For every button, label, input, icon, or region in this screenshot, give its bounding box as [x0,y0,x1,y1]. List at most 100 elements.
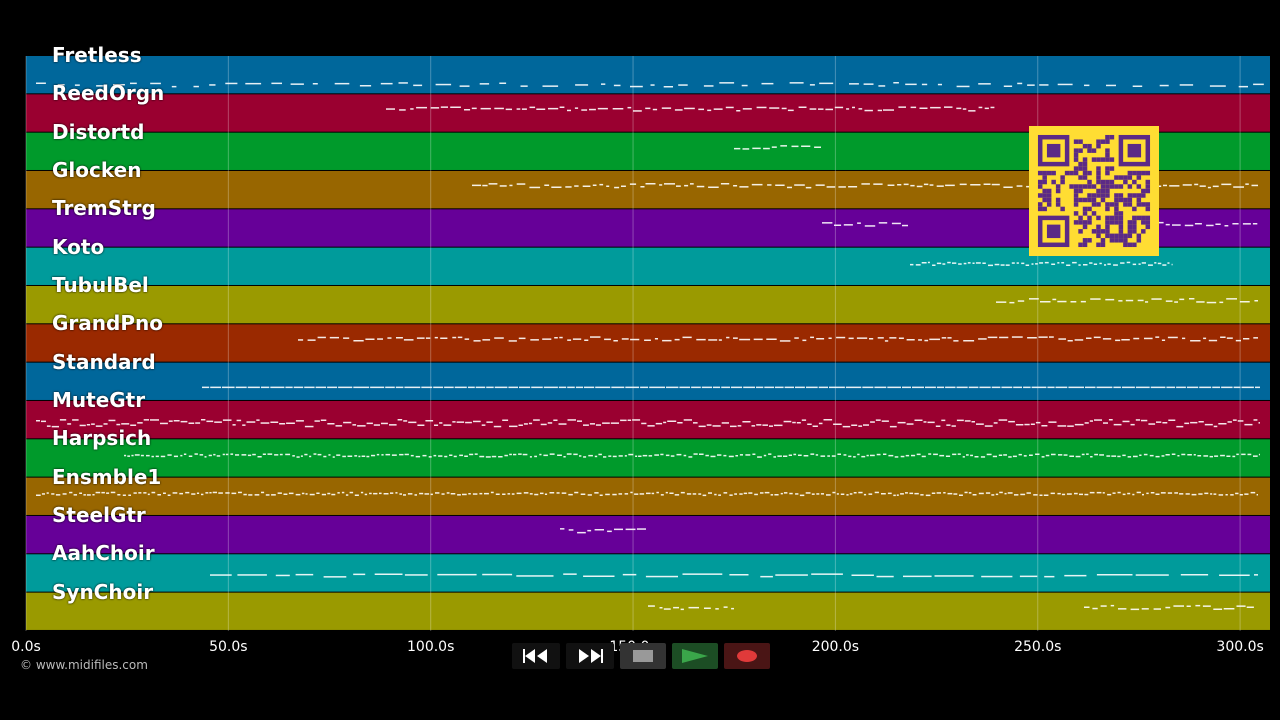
note-mark [945,455,951,457]
qr-module [1073,197,1079,203]
note-mark [516,492,522,495]
note-mark [688,606,699,609]
note-mark [1218,423,1227,425]
note-mark [1044,261,1049,264]
note-mark [147,493,150,496]
qr-module [1114,238,1119,243]
note-mark [46,425,51,427]
rewind-button[interactable] [512,643,560,669]
note-mark [230,453,234,455]
note-mark [870,421,875,423]
note-mark [247,454,252,457]
note-mark [1162,264,1167,266]
note-mark [1223,608,1235,610]
note-mark [1089,262,1093,264]
qr-module [1132,215,1137,221]
qr-module [1082,143,1088,149]
note-mark [1215,223,1221,225]
note-mark [925,386,936,389]
note-mark [896,494,899,496]
note-mark [679,386,691,389]
note-mark [783,420,792,423]
note-mark [639,493,645,495]
note-mark [945,386,956,389]
qr-module [1141,188,1146,194]
qr-module [1145,179,1151,185]
note-mark [663,86,673,88]
note-mark [612,455,617,458]
note-mark [1120,262,1125,264]
note-mark [434,424,439,426]
note-mark [371,454,376,457]
note-mark [459,454,463,457]
note-mark [902,386,911,389]
qr-module [1091,157,1097,162]
stop-icon [633,650,653,662]
note-mark [529,186,541,189]
qr-module [1100,184,1106,189]
note-mark [91,423,95,425]
qr-module [1109,184,1115,189]
note-mark [1017,82,1023,85]
note-mark [454,386,467,389]
note-mark [213,453,216,456]
qr-module [1046,188,1052,194]
note-mark [962,108,967,110]
note-mark [1153,608,1161,610]
note-mark [51,425,59,428]
note-mark [327,386,338,389]
note-mark [1003,186,1013,188]
qr-module [1118,229,1124,234]
note-mark [252,453,256,456]
note-mark [1058,454,1063,456]
note-mark [933,453,938,456]
note-mark [1106,455,1111,457]
note-mark [680,608,684,611]
note-mark [317,336,326,339]
note-mark [902,224,908,227]
note-mark [172,492,178,494]
note-mark [275,574,290,577]
note-mark [1158,185,1162,187]
note-mark [116,423,121,426]
track-lane [26,439,1270,477]
qr-module [1082,197,1088,203]
note-mark [818,108,824,110]
note-mark [963,340,975,342]
note-mark [389,424,397,426]
fast-forward-button[interactable] [566,643,614,669]
qr-module [1123,175,1128,180]
note-mark [1093,263,1098,265]
note-mark [167,494,171,496]
note-mark [398,82,408,84]
qr-module [1055,202,1061,207]
record-button[interactable] [724,643,770,669]
note-mark [41,420,46,423]
note-mark [494,337,504,339]
note-mark [1063,454,1068,456]
qr-module [1141,229,1146,234]
note-mark [1122,454,1126,457]
note-mark [465,421,472,424]
note-mark [298,339,304,341]
note-mark [1111,455,1117,457]
note-mark [1012,455,1017,458]
note-mark [1203,337,1207,340]
play-button[interactable] [672,643,718,669]
note-mark [1141,608,1149,610]
track-lane [26,554,1270,592]
note-mark [1162,422,1168,424]
note-mark [751,183,763,186]
note-mark [238,491,242,494]
note-mark [991,183,1000,186]
qr-module [1096,166,1101,171]
note-mark [452,336,457,339]
note-mark [801,419,807,421]
qr-module [1073,220,1079,225]
note-mark [138,492,142,494]
note-mark [1066,493,1072,495]
qr-module [1042,170,1047,176]
note-mark [582,185,591,187]
note-mark [414,494,417,496]
stop-button[interactable] [620,643,666,669]
